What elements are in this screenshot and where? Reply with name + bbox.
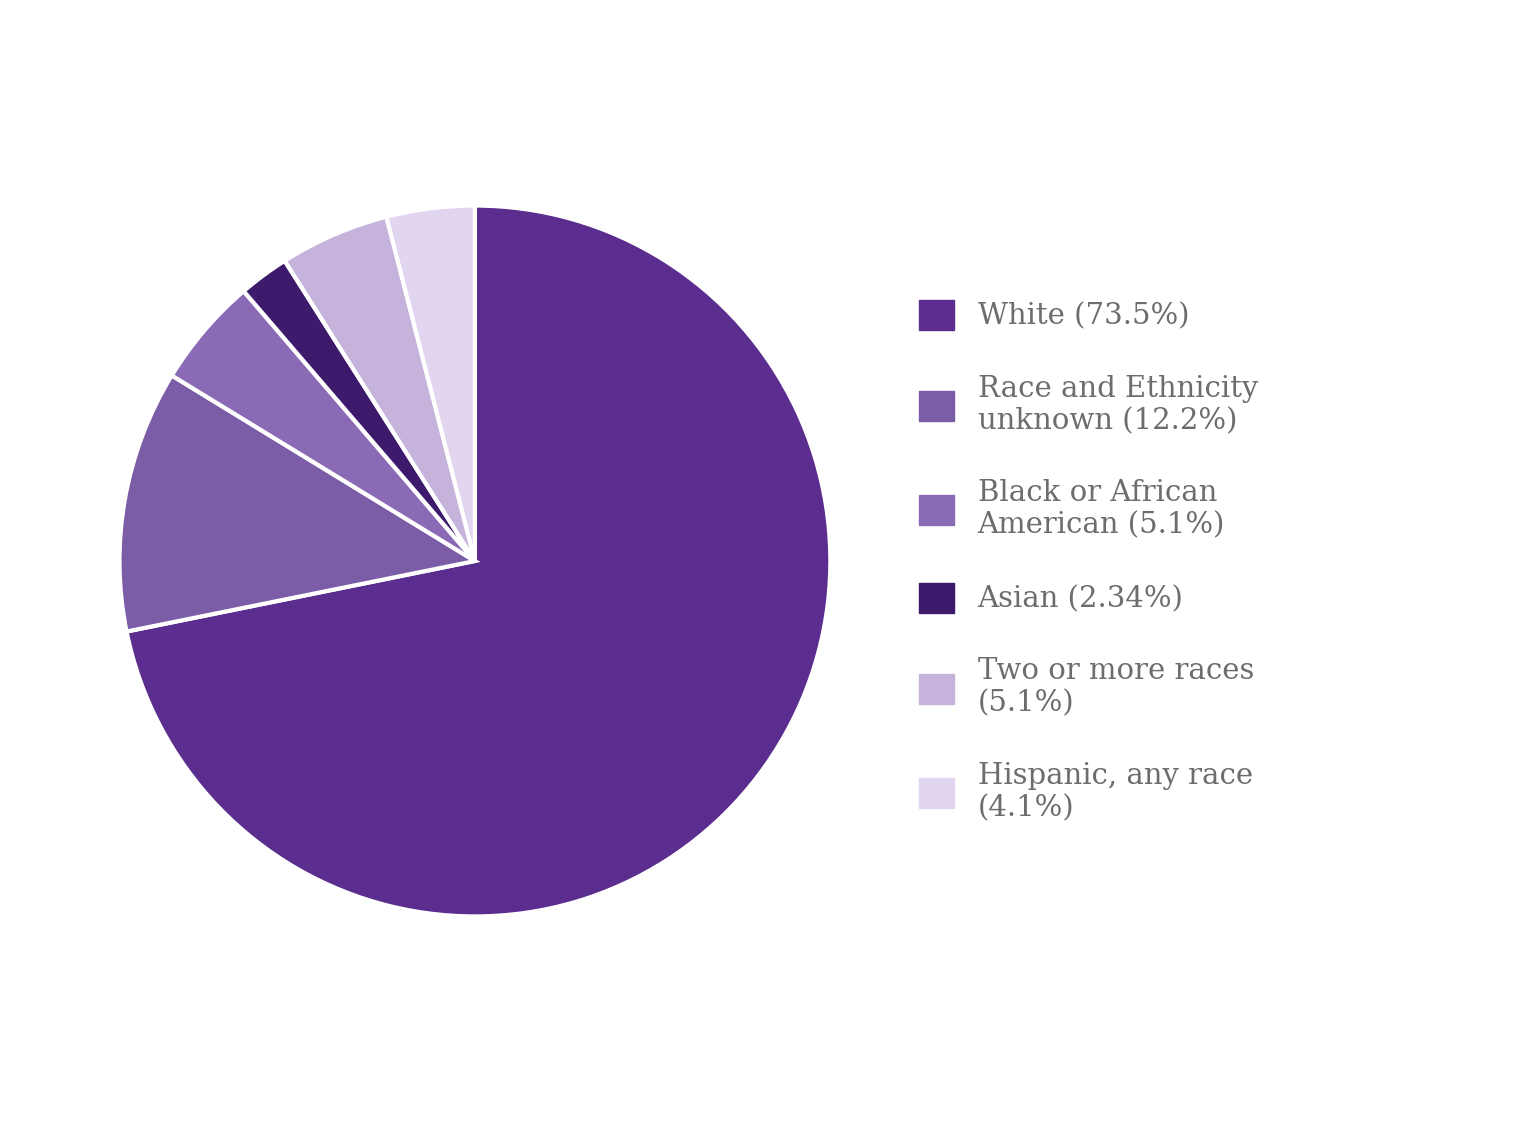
Wedge shape [285, 217, 475, 561]
Wedge shape [244, 260, 475, 561]
Wedge shape [119, 376, 475, 632]
Wedge shape [386, 205, 475, 561]
Legend: White (73.5%), Race and Ethnicity
unknown (12.2%), Black or African
American (5.: White (73.5%), Race and Ethnicity unknow… [905, 285, 1273, 837]
Wedge shape [172, 291, 475, 561]
Wedge shape [127, 205, 830, 917]
